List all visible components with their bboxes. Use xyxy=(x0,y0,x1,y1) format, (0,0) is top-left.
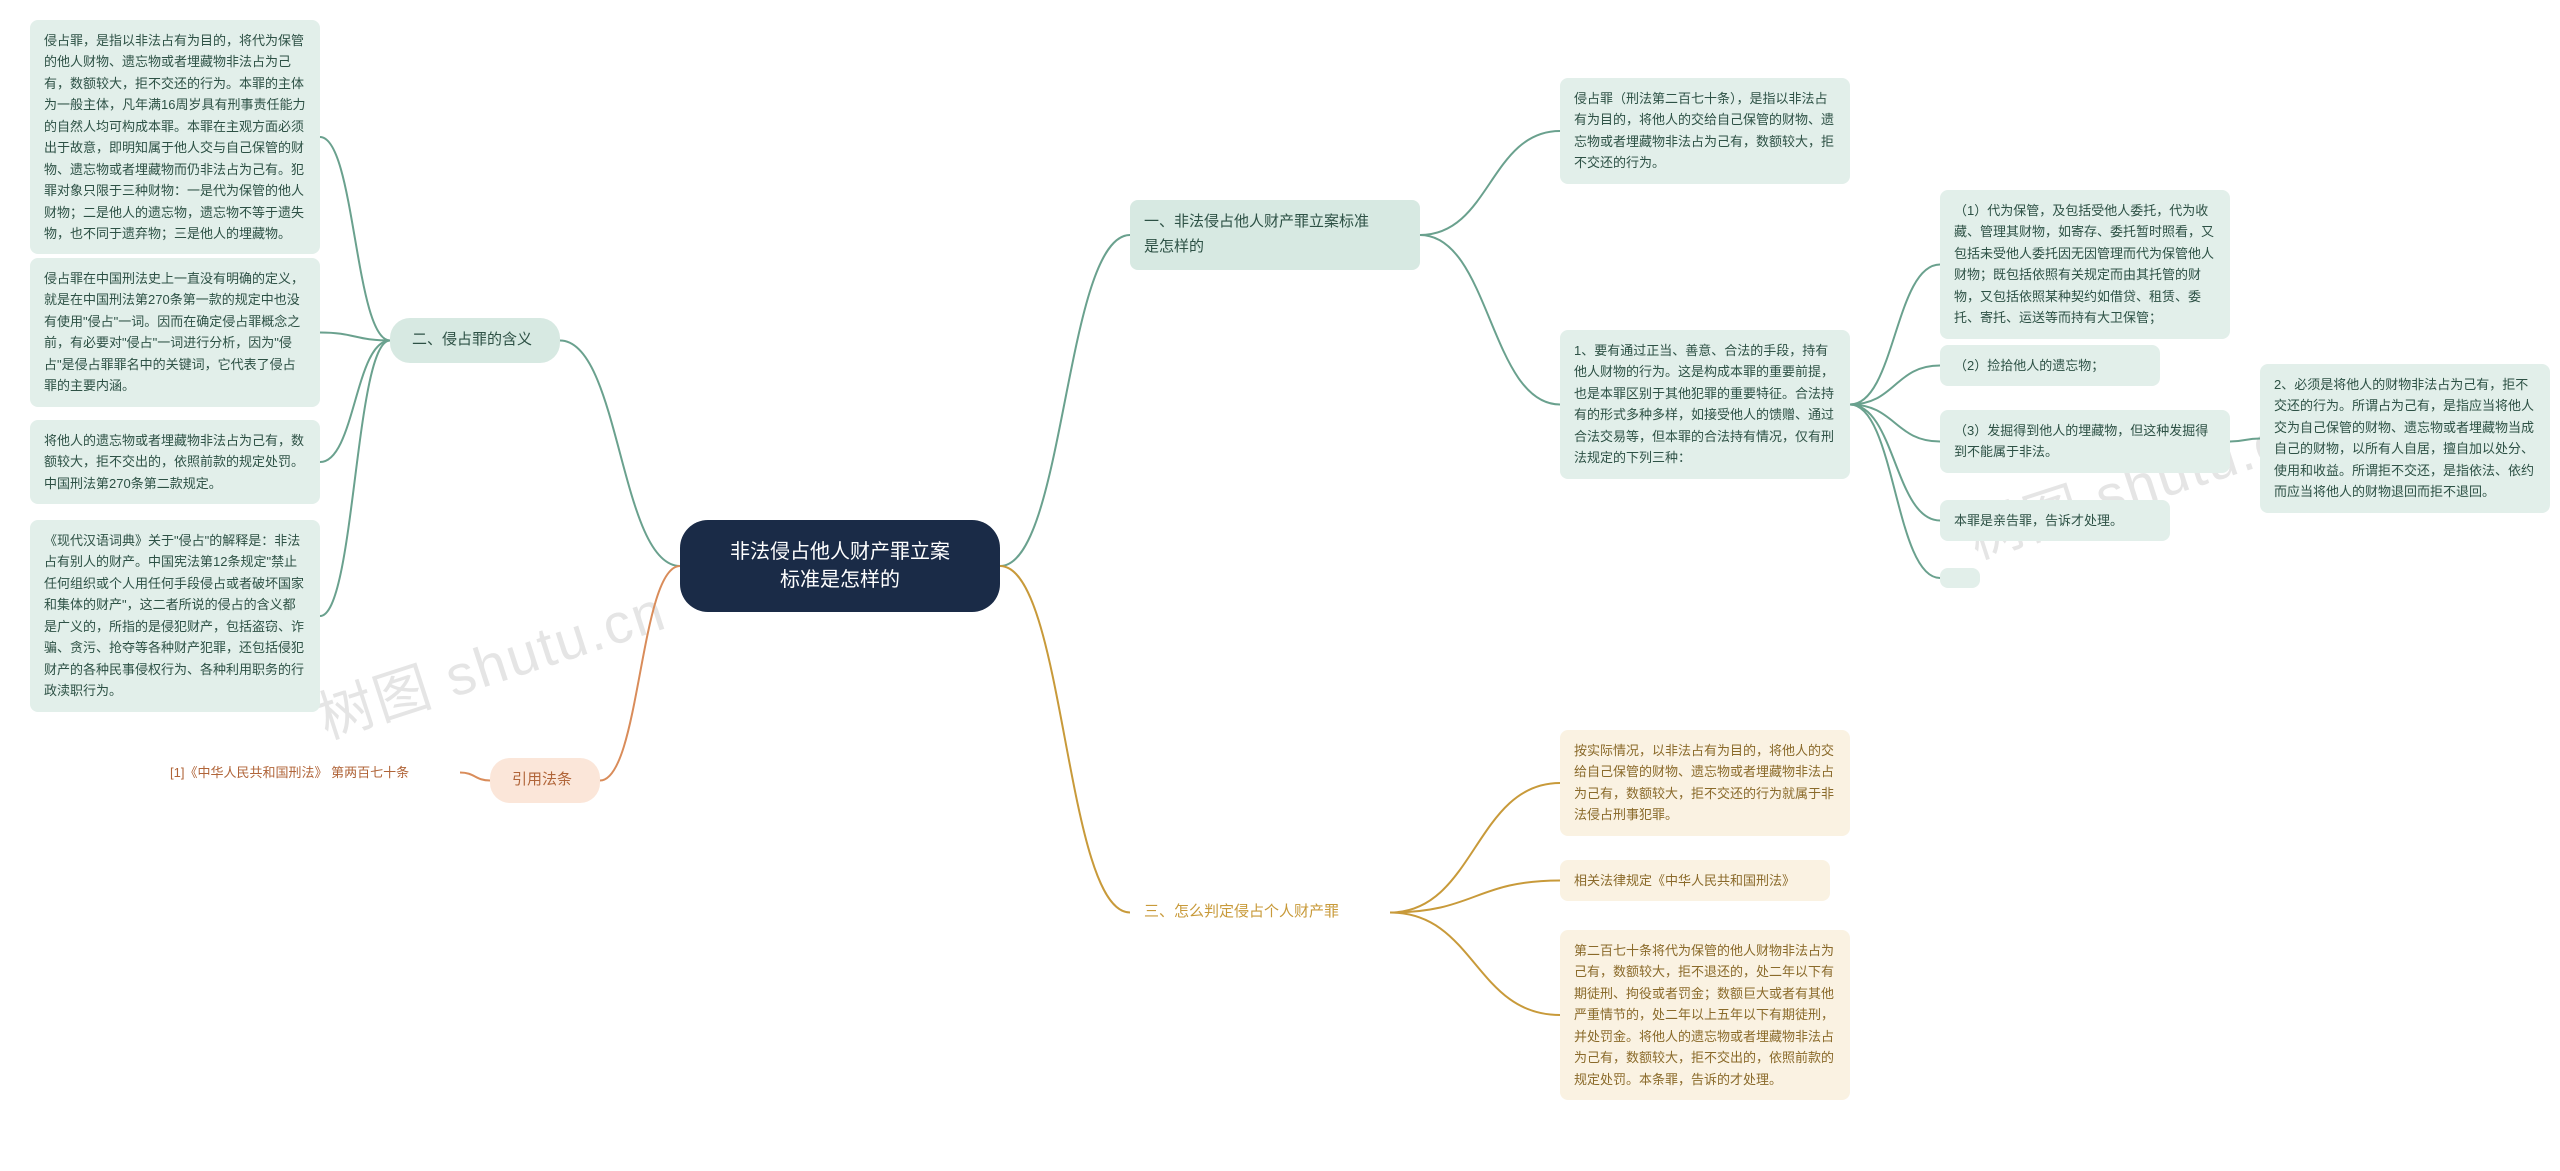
branch-node[interactable]: 三、怎么判定侵占个人财产罪 xyxy=(1130,890,1390,935)
mindmap-canvas: 树图 shutu.cn 树图 shutu.cn 非法侵占他人财产罪立案 标准是怎… xyxy=(0,0,2560,1171)
leaf-node[interactable]: （3）发掘得到他人的埋藏物，但这种发掘得到不能属于非法。 xyxy=(1940,410,2230,473)
link-layer xyxy=(0,0,2560,1171)
leaf-node[interactable]: 侵占罪（刑法第二百七十条），是指以非法占有为目的，将他人的交给自己保管的财物、遗… xyxy=(1560,78,1850,184)
leaf-node[interactable]: 相关法律规定《中华人民共和国刑法》 xyxy=(1560,860,1830,901)
leaf-node[interactable]: [1]《中华人民共和国刑法》 第两百七十条 xyxy=(170,758,460,787)
leaf-node[interactable]: 《现代汉语词典》关于"侵占"的解释是：非法占有别人的财产。中国宪法第12条规定"… xyxy=(30,520,320,712)
watermark: 树图 shutu.cn xyxy=(306,566,675,755)
leaf-node[interactable]: 按实际情况，以非法占有为目的，将他人的交给自己保管的财物、遗忘物或者埋藏物非法占… xyxy=(1560,730,1850,836)
leaf-node[interactable]: 2、必须是将他人的财物非法占为己有，拒不交还的行为。所谓占为己有，是指应当将他人… xyxy=(2260,364,2550,513)
leaf-node[interactable]: 侵占罪，是指以非法占有为目的，将代为保管的他人财物、遗忘物或者埋藏物非法占为己有… xyxy=(30,20,320,254)
leaf-node[interactable]: 侵占罪在中国刑法史上一直没有明确的定义，就是在中国刑法第270条第一款的规定中也… xyxy=(30,258,320,407)
leaf-node[interactable]: 将他人的遗忘物或者埋藏物非法占为己有，数额较大，拒不交出的，依照前款的规定处罚。… xyxy=(30,420,320,504)
leaf-node[interactable]: 第二百七十条将代为保管的他人财物非法占为己有，数额较大，拒不退还的，处二年以下有… xyxy=(1560,930,1850,1100)
leaf-node[interactable]: 本罪是亲告罪，告诉才处理。 xyxy=(1940,500,2170,541)
leaf-node[interactable]: 1、要有通过正当、善意、合法的手段，持有他人财物的行为。这是构成本罪的重要前提，… xyxy=(1560,330,1850,479)
leaf-node[interactable] xyxy=(1940,568,1980,588)
branch-node[interactable]: 引用法条 xyxy=(490,758,600,803)
leaf-node[interactable]: （1）代为保管，及包括受他人委托，代为收藏、管理其财物，如寄存、委托暂时照看，又… xyxy=(1940,190,2230,339)
branch-node[interactable]: 一、非法侵占他人财产罪立案标准 是怎样的 xyxy=(1130,200,1420,270)
leaf-node[interactable]: （2）捡拾他人的遗忘物； xyxy=(1940,345,2160,386)
root-node[interactable]: 非法侵占他人财产罪立案 标准是怎样的 xyxy=(680,520,1000,612)
branch-node[interactable]: 二、侵占罪的含义 xyxy=(390,318,560,363)
